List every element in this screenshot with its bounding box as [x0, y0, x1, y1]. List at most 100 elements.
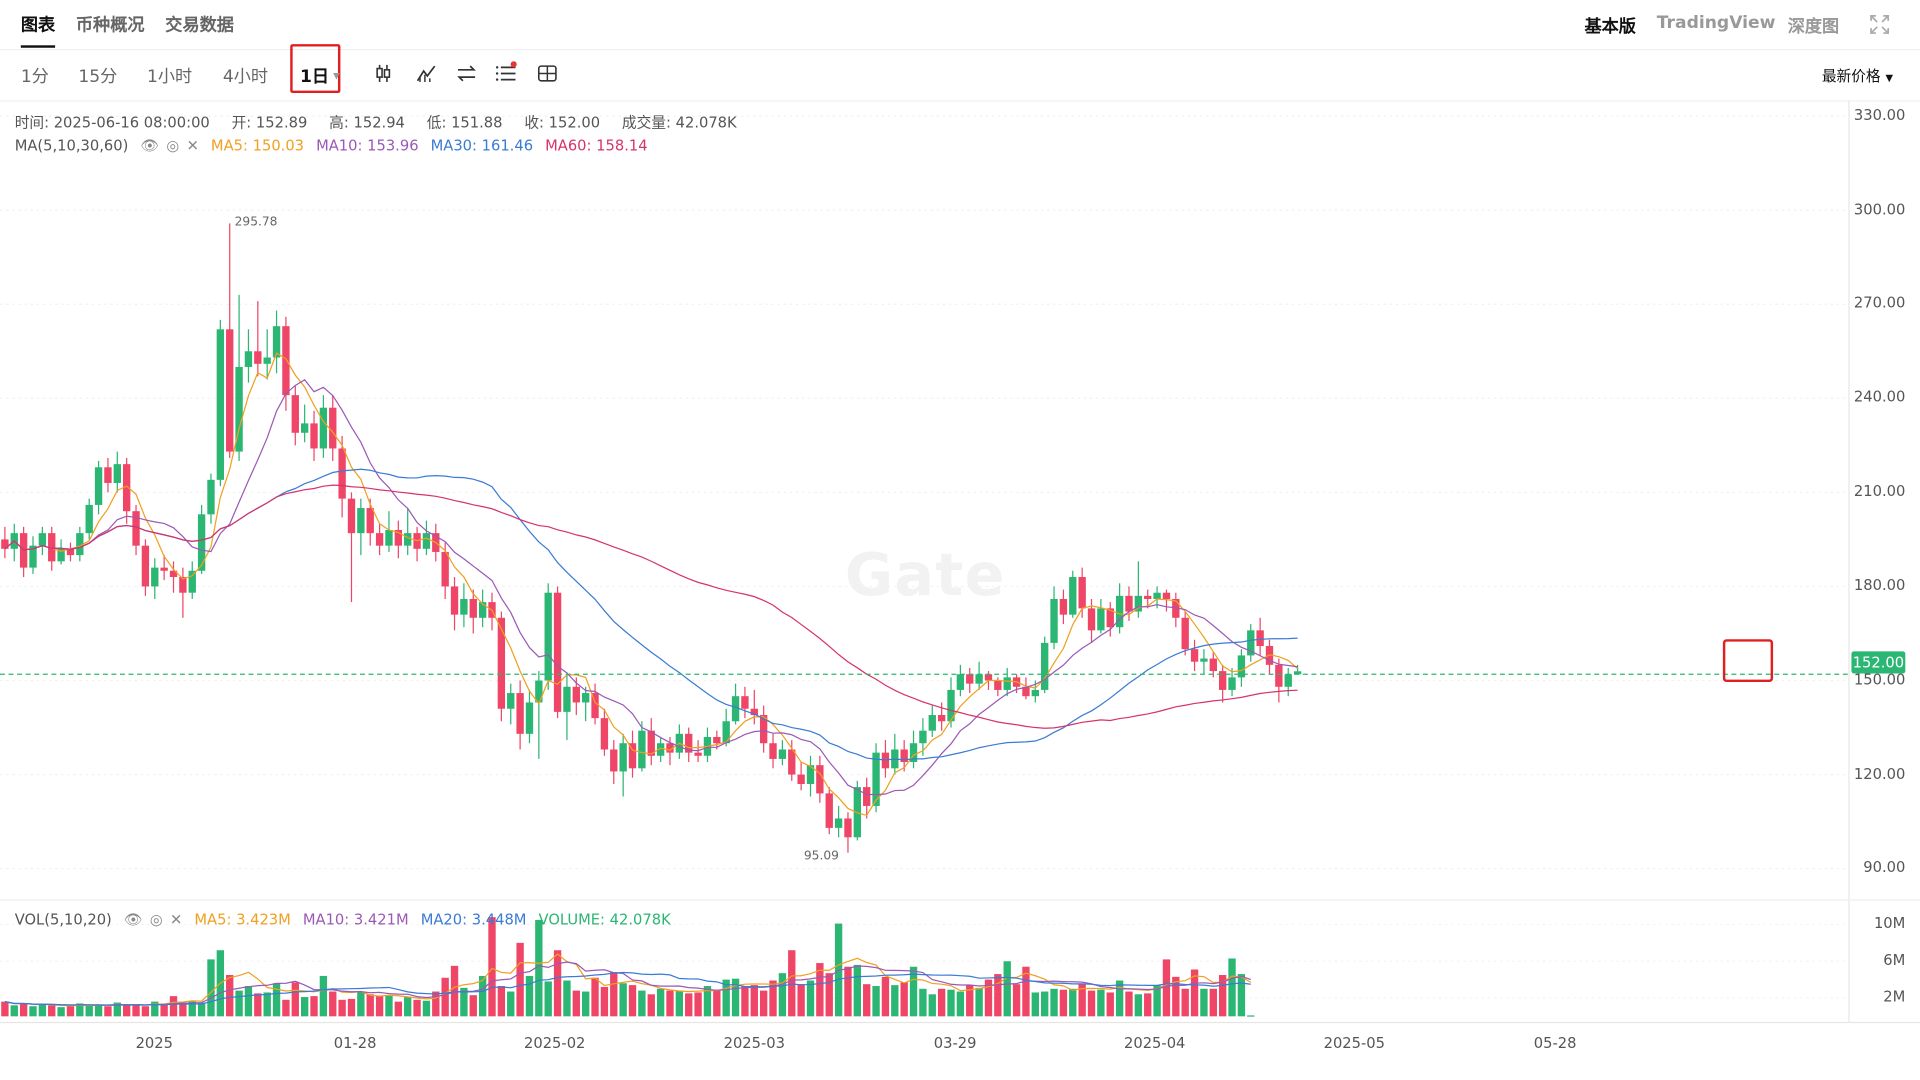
- price-axis-label: 120.00: [1853, 764, 1906, 782]
- candle-body: [947, 689, 955, 722]
- candle-body: [816, 765, 824, 794]
- last-candle-highlight-box: [1722, 639, 1774, 683]
- candle-body: [966, 674, 974, 684]
- candle-body: [1293, 671, 1302, 675]
- price-type-select[interactable]: 最新价格 ▼: [1822, 65, 1893, 86]
- candle-body: [975, 674, 983, 684]
- settings-icon[interactable]: ◎: [149, 911, 163, 929]
- volume-bar: [329, 991, 337, 1017]
- ohlc-legend: 时间: 2025-06-16 08:00:00 开: 152.89 高: 152…: [15, 111, 754, 132]
- candle-body: [460, 598, 468, 615]
- timeframe-1h[interactable]: 1小时: [146, 67, 193, 87]
- candle-body: [48, 533, 56, 562]
- price-axis-label: 330.00: [1853, 106, 1906, 124]
- candle-body: [160, 567, 168, 571]
- candle-body: [94, 467, 103, 505]
- timeframe-4h[interactable]: 4小时: [222, 67, 269, 87]
- volume-bar: [816, 963, 824, 1017]
- volume-bar: [1087, 990, 1096, 1017]
- tab-coin-overview[interactable]: 币种概况: [75, 15, 145, 36]
- candle-body: [1031, 689, 1039, 697]
- volume-bar: [1172, 976, 1180, 1017]
- candle-body: [900, 749, 908, 763]
- chevron-down-icon[interactable]: ▼: [333, 71, 340, 81]
- eye-icon[interactable]: 👁: [123, 911, 143, 929]
- candle-body: [226, 329, 234, 452]
- candle-body: [937, 715, 946, 722]
- ma5-line: [4, 352, 1299, 817]
- vol-ma10: MA10: 3.421M: [302, 911, 409, 929]
- candle-body: [1153, 592, 1161, 599]
- volume-bar: [394, 1001, 403, 1017]
- indicator-icon[interactable]: [415, 62, 437, 84]
- timeframe-highlight-box: [290, 44, 341, 94]
- candle-body: [29, 545, 37, 568]
- volume-bar: [582, 991, 590, 1017]
- volume-bar: [422, 1000, 431, 1017]
- tab-trade-data[interactable]: 交易数据: [165, 15, 234, 36]
- volume-bar: [104, 1006, 112, 1017]
- volume-bar: [188, 1000, 196, 1017]
- volume-bar: [66, 1006, 75, 1017]
- tab-basic[interactable]: 基本版: [1584, 17, 1636, 37]
- candle-body: [1003, 677, 1011, 690]
- candle-body: [1200, 658, 1208, 662]
- candle-body: [329, 407, 337, 449]
- candle-body: [1106, 608, 1114, 628]
- volume-bar: [1190, 969, 1199, 1017]
- volume-bar: [1162, 959, 1171, 1017]
- candle-body: [872, 752, 880, 806]
- candlestick-type-icon[interactable]: [375, 62, 397, 84]
- tab-tradingview[interactable]: TradingView: [1656, 13, 1776, 34]
- candle-body: [1, 539, 9, 549]
- vol-current: VOLUME: 42.078K: [538, 911, 671, 929]
- volume-bar: [872, 986, 880, 1017]
- volume-bar: [909, 966, 918, 1017]
- volume-bar: [450, 965, 459, 1017]
- volume-axis-label: 6M: [1883, 951, 1906, 969]
- candle-body: [347, 498, 356, 534]
- legend-low: 低: 151.88: [426, 113, 503, 132]
- volume-bar: [628, 985, 637, 1017]
- close-icon[interactable]: ✕: [170, 911, 183, 929]
- time-axis-label: 2025-03: [723, 1034, 785, 1052]
- close-icon[interactable]: ✕: [186, 137, 199, 155]
- fullscreen-icon[interactable]: [1870, 15, 1890, 35]
- volume-bar: [282, 999, 290, 1017]
- volume-bar: [19, 1003, 28, 1017]
- legend-high: 高: 152.94: [329, 113, 405, 132]
- top-tab-bar: 图表 币种概况 交易数据 基本版 TradingView 深度图: [0, 0, 1920, 51]
- candle-body: [984, 674, 993, 681]
- tab-depth[interactable]: 深度图: [1787, 17, 1840, 37]
- volume-bar: [254, 993, 262, 1017]
- volume-bar: [1012, 984, 1021, 1017]
- timeframe-15m[interactable]: 15分: [78, 67, 118, 87]
- tab-chart[interactable]: 图表: [20, 12, 56, 48]
- compare-icon[interactable]: [456, 62, 478, 84]
- candle-body: [1125, 595, 1133, 612]
- volume-bar: [1218, 975, 1227, 1017]
- candle-body: [57, 548, 65, 562]
- timeframe-1d[interactable]: 1日: [300, 67, 330, 87]
- settings-icon[interactable]: ◎: [166, 137, 180, 155]
- candle-body: [797, 774, 805, 784]
- volume-bar: [881, 976, 890, 1017]
- timeframe-1m[interactable]: 1分: [20, 67, 49, 87]
- volume-bar: [263, 992, 271, 1017]
- volume-bar: [553, 950, 562, 1017]
- candle-body: [694, 752, 702, 756]
- volume-bar: [1, 1001, 9, 1017]
- settings-list-icon[interactable]: [495, 62, 517, 84]
- volume-bar: [94, 1004, 103, 1017]
- candle-body: [1284, 674, 1292, 687]
- volume-bar: [1134, 994, 1143, 1017]
- volume-bar: [1181, 988, 1189, 1017]
- volume-bar: [1022, 966, 1030, 1017]
- volume-bar: [141, 1006, 150, 1017]
- layout-icon[interactable]: [536, 62, 558, 84]
- eye-icon[interactable]: 👁: [140, 137, 160, 155]
- candle-body: [478, 602, 487, 618]
- legend-volume: 成交量: 42.078K: [621, 113, 737, 132]
- volume-bar: [1228, 958, 1236, 1017]
